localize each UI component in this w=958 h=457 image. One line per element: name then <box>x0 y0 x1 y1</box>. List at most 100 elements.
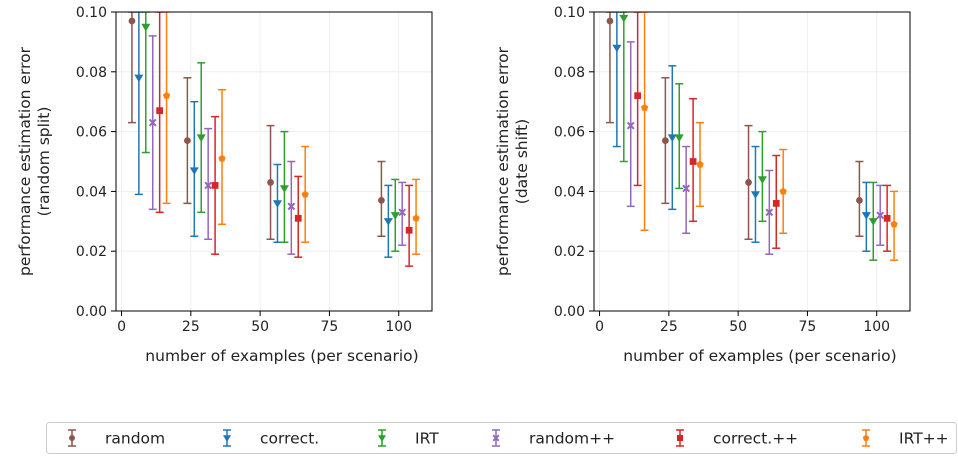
series-IRT++ <box>640 12 899 261</box>
x-tick-label: 0 <box>595 319 604 335</box>
data-point <box>398 208 407 217</box>
y-tick-label: 0.02 <box>76 244 107 260</box>
data-point <box>412 214 420 222</box>
data-layer <box>127 12 421 267</box>
data-point <box>156 107 164 115</box>
x-tick-label: 25 <box>182 319 200 335</box>
data-point <box>141 23 151 32</box>
series-random++ <box>148 35 407 255</box>
data-point <box>184 137 191 144</box>
data-point <box>390 212 400 220</box>
y-axis-label-line: performance estimation error <box>494 46 512 276</box>
data-point <box>779 187 787 195</box>
series-random <box>127 12 386 240</box>
legend-entry-random++: random++ <box>492 429 615 448</box>
data-point <box>301 190 309 198</box>
legend-entry-correct.: correct. <box>223 429 319 448</box>
axes-frame <box>115 11 433 312</box>
x-tick-label: 100 <box>863 319 890 335</box>
data-point <box>267 179 274 186</box>
x-tick-label: 75 <box>799 319 817 335</box>
x-tick-label: 100 <box>385 319 412 335</box>
series-correct.++ <box>155 12 414 267</box>
data-point <box>383 218 393 226</box>
data-point <box>640 103 649 111</box>
data-point <box>876 211 885 220</box>
data-point <box>856 196 863 204</box>
data-point <box>148 118 157 127</box>
legend-marker <box>862 434 870 441</box>
legend-marker <box>69 435 75 441</box>
data-point <box>674 134 684 143</box>
series-IRT++ <box>162 12 421 255</box>
x-tick-label: 25 <box>660 319 678 335</box>
y-tick-label: 0.06 <box>554 125 585 141</box>
data-point <box>868 218 878 226</box>
x-axis-label: number of examples (per scenario) <box>145 347 418 365</box>
data-point <box>619 14 629 23</box>
legend-entry-correct.++: correct.++ <box>676 429 798 448</box>
y-axis-label-line: performance estimation error <box>16 46 34 276</box>
y-tick-label: 0.02 <box>554 244 585 260</box>
legend-label: IRT <box>415 430 439 448</box>
data-point <box>204 181 213 190</box>
y-tick-label: 0.00 <box>554 304 585 320</box>
data-point <box>378 196 385 204</box>
legend-box <box>46 422 957 454</box>
legend-marker <box>378 435 386 442</box>
data-point <box>606 17 614 25</box>
y-tick-label: 0.04 <box>554 184 585 200</box>
data-point <box>772 199 780 207</box>
data-point <box>218 154 226 162</box>
y-tick-label: 0.00 <box>76 304 107 320</box>
y-tick-label: 0.10 <box>76 5 107 21</box>
data-point <box>128 17 136 25</box>
data-point <box>189 167 199 175</box>
data-point <box>689 158 697 165</box>
data-point <box>757 176 767 184</box>
y-tick-label: 0.08 <box>554 65 585 81</box>
chart-panel-1: 0 25 50 75 100 0.00 0.02 0.04 0.06 0.08 0.10 number… <box>16 5 433 365</box>
data-point <box>765 208 774 217</box>
data-point <box>861 212 871 220</box>
series-correct. <box>134 12 393 258</box>
legend-marker <box>677 435 683 441</box>
data-point <box>294 214 302 222</box>
legend-label: random++ <box>529 430 615 448</box>
series-correct. <box>612 12 871 252</box>
y-axis-label: performance estimation error (random spli… <box>16 46 53 276</box>
x-tick-label: 75 <box>321 319 339 335</box>
legend-entry-IRT++: IRT++ <box>862 429 949 448</box>
series-IRT <box>141 12 400 252</box>
data-point <box>134 74 144 83</box>
y-tick-label: 0.06 <box>76 125 107 141</box>
series-random++ <box>626 41 885 255</box>
series-IRT <box>619 12 878 261</box>
x-tick-label: 0 <box>117 319 126 335</box>
axes-frame <box>593 11 911 312</box>
legend-label: random <box>105 430 165 448</box>
data-point <box>211 182 219 189</box>
data-point <box>272 200 282 208</box>
x-tick-label: 50 <box>251 319 269 335</box>
y-axis-label-line: (random split) <box>35 107 53 217</box>
data-point <box>883 214 891 222</box>
data-point <box>287 202 296 211</box>
data-point <box>405 226 413 234</box>
data-point <box>682 184 691 193</box>
data-point <box>626 121 635 130</box>
data-point <box>667 134 677 143</box>
data-point <box>750 191 760 199</box>
y-tick-label: 0.10 <box>554 5 585 21</box>
data-point <box>196 134 206 143</box>
legend: random correct. IRT random++ correct.++ IRT++ <box>46 422 957 454</box>
legend-marker <box>492 434 500 442</box>
x-tick-label: 50 <box>729 319 747 335</box>
legend-entry-random: random <box>68 429 165 448</box>
data-point <box>612 44 622 53</box>
y-tick-label: 0.08 <box>76 65 107 81</box>
y-axis-label-line: (date shift) <box>513 119 531 204</box>
legend-label: IRT++ <box>899 430 949 448</box>
data-point <box>662 137 669 144</box>
